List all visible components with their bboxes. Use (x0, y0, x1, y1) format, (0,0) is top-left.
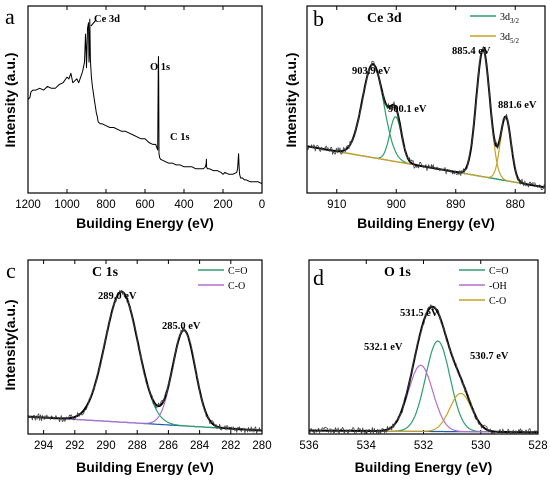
legend-label: C-O (489, 296, 506, 307)
x-tick-label: 910 (327, 199, 346, 211)
panel-b: 910 900 890 880 Building Energy (eV) Intensit… (283, 5, 546, 231)
panel-title: C 1s (92, 265, 119, 280)
plot-area (309, 304, 538, 434)
panel-a: 1200 1000 800 600 400 200 0 Building Energy (eV… (2, 4, 265, 231)
legend-label: -OH (489, 281, 507, 292)
x-tick-label: 292 (65, 440, 84, 452)
plot-area (307, 46, 545, 191)
x-tick-label: 536 (299, 440, 318, 452)
x-tick-label: 284 (190, 440, 210, 452)
x-tick-label: 600 (135, 199, 154, 211)
peak-annotation: 289.0 eV (98, 291, 137, 302)
legend-label-main: C=O (489, 266, 509, 277)
legend-label: C=O (489, 266, 509, 277)
fit-peak-1 (28, 329, 262, 432)
panel-letter: b (313, 6, 324, 31)
peak-annotation: 285.0 eV (162, 321, 201, 332)
plot-area (28, 289, 262, 434)
x-axis-label: Building Energy (eV) (76, 459, 214, 475)
x-tick-label: 282 (221, 440, 240, 452)
raw-data-line (309, 304, 538, 434)
legend-label: 3d3/2 (500, 12, 519, 25)
peak-annotation: 881.6 eV (498, 100, 537, 111)
x-tick-label: 290 (96, 440, 115, 452)
fit-peak-2 (309, 392, 538, 433)
x-tick-label: 1200 (15, 199, 41, 211)
x-tick-label: 280 (252, 440, 271, 452)
peak-annotation: 903.9 eV (352, 66, 391, 77)
fit-envelope-line (28, 290, 262, 432)
panel-letter: c (6, 258, 16, 283)
annotation-pointer (90, 19, 97, 27)
peak-annotation: 885.4 eV (452, 46, 491, 57)
panel-title: Ce 3d (367, 11, 402, 26)
plot-frame (27, 5, 263, 194)
peak-annotation: C 1s (170, 132, 190, 143)
x-tick-label: 528 (528, 440, 547, 452)
plot-frame (27, 259, 263, 435)
legend-label-main: 3d (500, 12, 510, 23)
x-tick-label: 200 (213, 199, 232, 211)
peak-annotation: Ce 3d (94, 14, 120, 25)
x-tick-label: 294 (34, 440, 54, 452)
x-tick-label: 532 (414, 440, 433, 452)
y-axis-label: Intensity (a.u.) (283, 53, 299, 148)
legend-label: C-O (228, 281, 245, 292)
legend-label: 3d5/2 (500, 32, 519, 45)
legend-label-main: 3d (500, 32, 510, 43)
legend-label-main: C-O (489, 296, 506, 307)
legend-label-main: -OH (489, 281, 507, 292)
panel-letter: d (313, 265, 324, 290)
peak-annotation: 900.1 eV (388, 104, 427, 115)
x-tick-label: 286 (159, 440, 178, 452)
panel-title: O 1s (384, 265, 411, 280)
raw-data-line (307, 46, 545, 191)
x-tick-label: 288 (128, 440, 147, 452)
x-tick-label: 800 (96, 199, 115, 211)
panel-letter: a (5, 4, 15, 29)
x-tick-label: 0 (259, 199, 265, 211)
survey-spectrum-line (28, 18, 262, 185)
x-tick-label: 534 (357, 440, 377, 452)
x-tick-label: 880 (506, 199, 525, 211)
legend-label-main: C=O (228, 266, 248, 277)
fit-peak-1 (309, 364, 538, 433)
raw-data-line (28, 289, 262, 434)
panel-c: 294 292 290 288 286 284 282 280 Building Energy … (2, 258, 272, 475)
x-axis-label: Building Energy (eV) (76, 215, 214, 231)
legend-label-subscript: 3/2 (510, 17, 519, 25)
x-tick-label: 890 (446, 199, 465, 211)
x-tick-label: 400 (174, 199, 193, 211)
peak-annotation: O 1s (150, 62, 170, 73)
panel-d: 536 534 532 530 528 Building Energy (eV) d O 1s… (299, 259, 548, 475)
legend-label-main: C-O (228, 281, 245, 292)
x-tick-label: 900 (387, 199, 406, 211)
legend-label: C=O (228, 266, 248, 277)
peak-annotation: 530.7 eV (470, 351, 509, 362)
peak-annotation: 531.5 eV (400, 308, 439, 319)
plot-area (28, 18, 262, 185)
x-tick-label: 1000 (54, 199, 80, 211)
x-axis-label: Building Energy (eV) (355, 459, 493, 475)
x-axis-label: Building Energy (eV) (357, 215, 495, 231)
x-tick-label: 530 (471, 440, 490, 452)
y-axis-label: Intensity(a.u.) (2, 299, 18, 390)
fit-peak-0 (28, 291, 262, 432)
y-axis-label: Intensity (a.u.) (2, 53, 18, 148)
fit-envelope-line (309, 305, 538, 434)
peak-annotation: 532.1 eV (364, 342, 403, 353)
legend-label-subscript: 5/2 (510, 37, 519, 45)
plot-frame (306, 5, 546, 194)
